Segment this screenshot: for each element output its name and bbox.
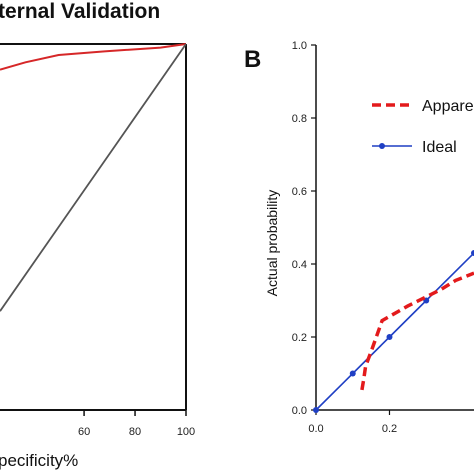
x-axis-label: pecificity% [0,451,78,470]
x-tick-label: 60 [78,426,90,438]
legend: Appare Ideal [372,98,474,156]
panel-b: B 0.0 0.2 0.4 0.6 0.8 1.0 0.0 0.2 Actual probab… [244,40,474,435]
apparent-line [360,271,474,391]
chart-title: ternal Validation [0,0,160,23]
y-tick-label: 0.2 [292,332,307,344]
x-tick-label: 0.0 [308,423,323,435]
plot-a: 60 80 100 [0,43,195,438]
plot-b: 0.0 0.2 0.4 0.6 0.8 1.0 0.0 0.2 [292,40,474,435]
y-tick-label: 0.8 [292,113,307,125]
legend-label-appare: Appare [422,98,474,115]
ideal-point [349,370,356,377]
y-tick-label: 1.0 [292,40,307,52]
x-tick-label: 100 [177,426,195,438]
panel-a: ternal Validation 60 80 100 pecificity% [0,0,195,470]
legend-marker-ideal [379,143,385,149]
x-tick-label: 0.2 [382,423,397,435]
y-tick-label: 0.6 [292,186,307,198]
y-tick-label: 0.0 [292,405,307,417]
reference-diagonal-line [0,43,187,312]
x-tick-label: 80 [129,426,141,438]
ideal-point [471,250,474,257]
ideal-point [386,334,393,340]
ideal-line [315,252,474,411]
ideal-point [313,407,319,413]
y-axis-label: Actual probability [264,190,280,297]
y-tick-label: 0.4 [292,259,307,271]
legend-label-ideal: Ideal [422,139,457,156]
roc-curve-line [0,43,187,71]
panel-letter: B [244,46,261,73]
